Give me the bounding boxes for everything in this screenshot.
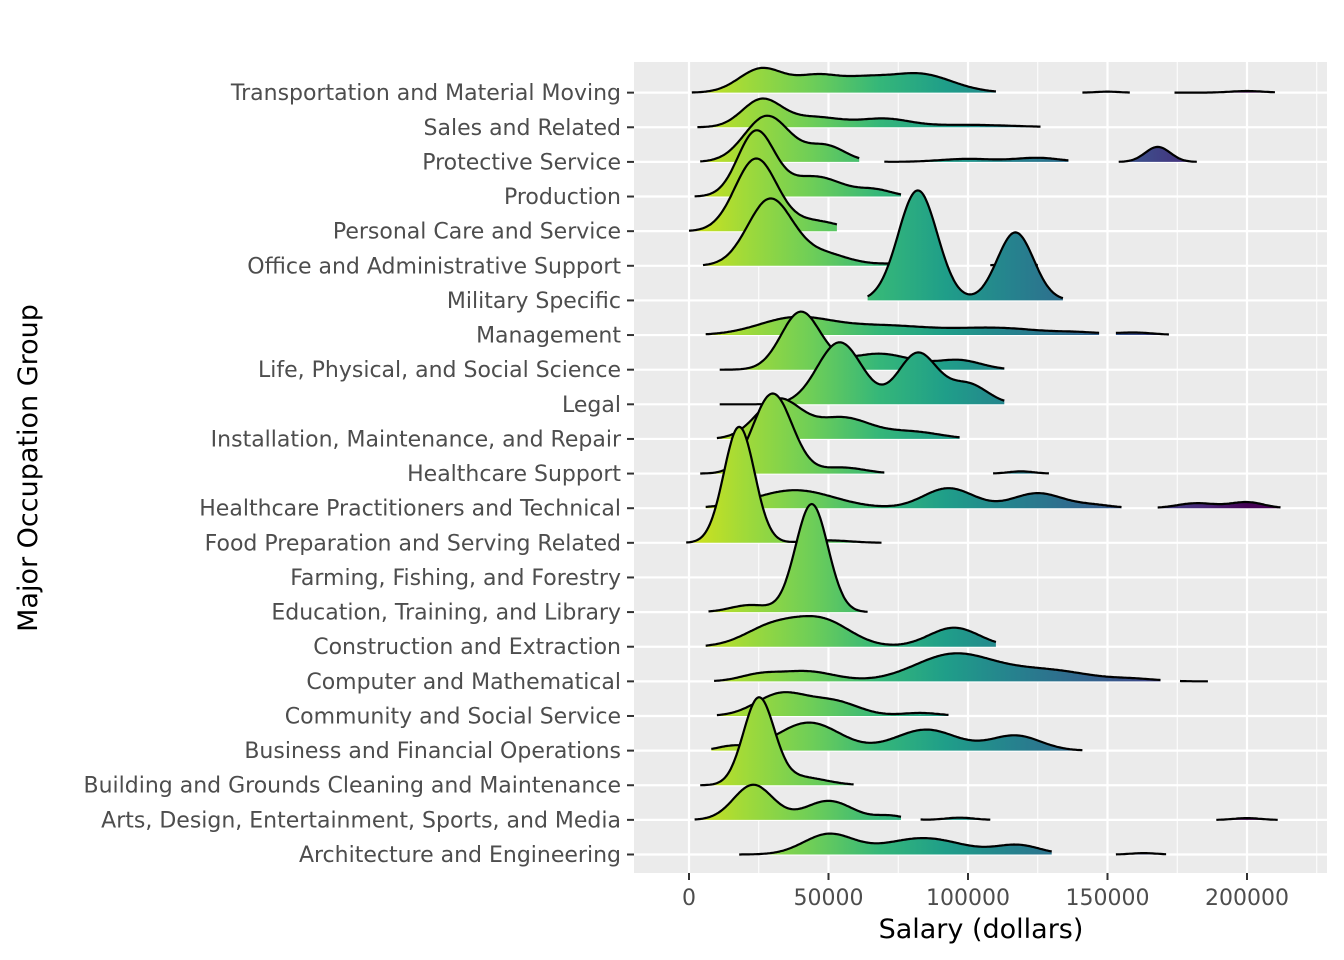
ridge-line <box>686 425 882 544</box>
y-tick-label: Installation, Maintenance, and Repair <box>211 427 622 452</box>
ridge <box>705 615 997 647</box>
ridge <box>691 66 1275 94</box>
y-tick-label: Food Preparation and Serving Related <box>205 531 621 556</box>
ridge <box>700 696 854 787</box>
ridge-line <box>1118 145 1197 163</box>
y-tick-label: Management <box>476 324 621 349</box>
y-tick-label: Legal <box>562 393 621 418</box>
y-tick-label: Transportation and Material Moving <box>230 81 621 106</box>
ridge-line <box>884 156 1069 163</box>
ridge-fill <box>700 697 854 786</box>
ridge-fill <box>689 158 837 232</box>
ridge-fill <box>703 198 924 266</box>
ridge-line <box>702 197 924 267</box>
ridge-fill <box>708 504 868 613</box>
ridge <box>867 189 1064 301</box>
y-tick-label: Life, Physical, and Social Science <box>258 358 621 383</box>
ridge-line <box>993 470 1049 475</box>
ridge-line <box>1082 90 1130 94</box>
ridge-line <box>867 189 1064 300</box>
x-tick-label: 50000 <box>794 886 864 911</box>
ridge-line <box>700 114 860 163</box>
ridge-fill <box>697 98 1041 128</box>
ridge-line <box>694 783 902 821</box>
ridge <box>719 310 1005 371</box>
ridge-fill <box>867 190 1063 301</box>
y-tick-label: Architecture and Engineering <box>299 843 621 868</box>
ridge-fill <box>719 342 1005 405</box>
x-tick-label: 200000 <box>1205 886 1289 911</box>
ridge <box>688 157 838 232</box>
ridge-fill <box>711 722 1083 751</box>
y-tick-label: Construction and Extraction <box>313 635 621 660</box>
y-tick-label: Production <box>504 185 621 210</box>
ridge <box>694 783 1278 821</box>
y-tick-label: Healthcare Support <box>407 462 621 487</box>
x-tick-label: 0 <box>682 886 696 911</box>
x-axis-title: Salary (dollars) <box>879 914 1084 945</box>
x-tick-label: 150000 <box>1066 886 1150 911</box>
ridge <box>686 425 882 544</box>
ridge-line <box>705 315 1100 336</box>
ridge-fill <box>686 426 882 543</box>
ridge-line <box>705 615 997 647</box>
ridge <box>708 502 868 613</box>
y-tick-label: Education, Training, and Library <box>271 601 621 626</box>
ridge-fill <box>719 311 1005 370</box>
ridge-line <box>739 832 1052 856</box>
ridge <box>697 97 1041 129</box>
ridge <box>714 652 1208 683</box>
ridge-line <box>700 696 854 787</box>
ridge <box>705 487 1281 509</box>
ridge-fill <box>694 784 901 820</box>
y-axis-title: Major Occupation Group <box>13 304 44 632</box>
ridge-fill <box>705 488 1122 509</box>
y-tick-label: Office and Administrative Support <box>247 254 621 279</box>
y-tick-label: Building and Grounds Cleaning and Mainte… <box>83 774 621 799</box>
ridge-fill <box>739 833 1052 855</box>
ridge-line <box>714 652 1161 682</box>
y-axis: Architecture and Engineering Arts, Design… <box>83 81 634 868</box>
y-tick-label: Farming, Fishing, and Forestry <box>290 566 621 591</box>
ridge-line <box>705 487 1122 509</box>
ridge-line <box>1115 331 1169 336</box>
ridge <box>700 114 1197 163</box>
ridge-line <box>708 502 868 613</box>
x-axis: 0 50000 100000 150000 200000 <box>682 873 1289 911</box>
y-tick-label: Computer and Mathematical <box>306 670 621 695</box>
ridges <box>686 66 1281 856</box>
y-tick-label: Business and Financial Operations <box>244 739 621 764</box>
ridge <box>739 832 1167 856</box>
y-tick-label: Arts, Design, Entertainment, Sports, and… <box>101 808 621 833</box>
ridge-line <box>697 97 1041 129</box>
ridge-line <box>688 157 838 232</box>
y-tick-label: Community and Social Service <box>285 704 621 729</box>
ridge-line <box>1115 852 1167 856</box>
y-tick-label: Personal Care and Service <box>333 220 621 245</box>
y-tick-label: Protective Service <box>422 150 621 175</box>
y-tick-label: Sales and Related <box>424 116 621 141</box>
y-tick-label: Military Specific <box>447 289 621 314</box>
ridge-line <box>1216 817 1278 821</box>
ridge-line <box>694 129 902 198</box>
ridge-fill <box>716 692 949 716</box>
ridge-line <box>1157 500 1281 509</box>
ridge-line <box>1174 89 1275 94</box>
x-tick-label: 100000 <box>926 886 1010 911</box>
ridge-line <box>920 816 991 821</box>
ridge-line <box>691 66 996 94</box>
y-tick-label: Healthcare Practitioners and Technical <box>199 497 621 522</box>
ridge-line <box>719 310 1005 371</box>
